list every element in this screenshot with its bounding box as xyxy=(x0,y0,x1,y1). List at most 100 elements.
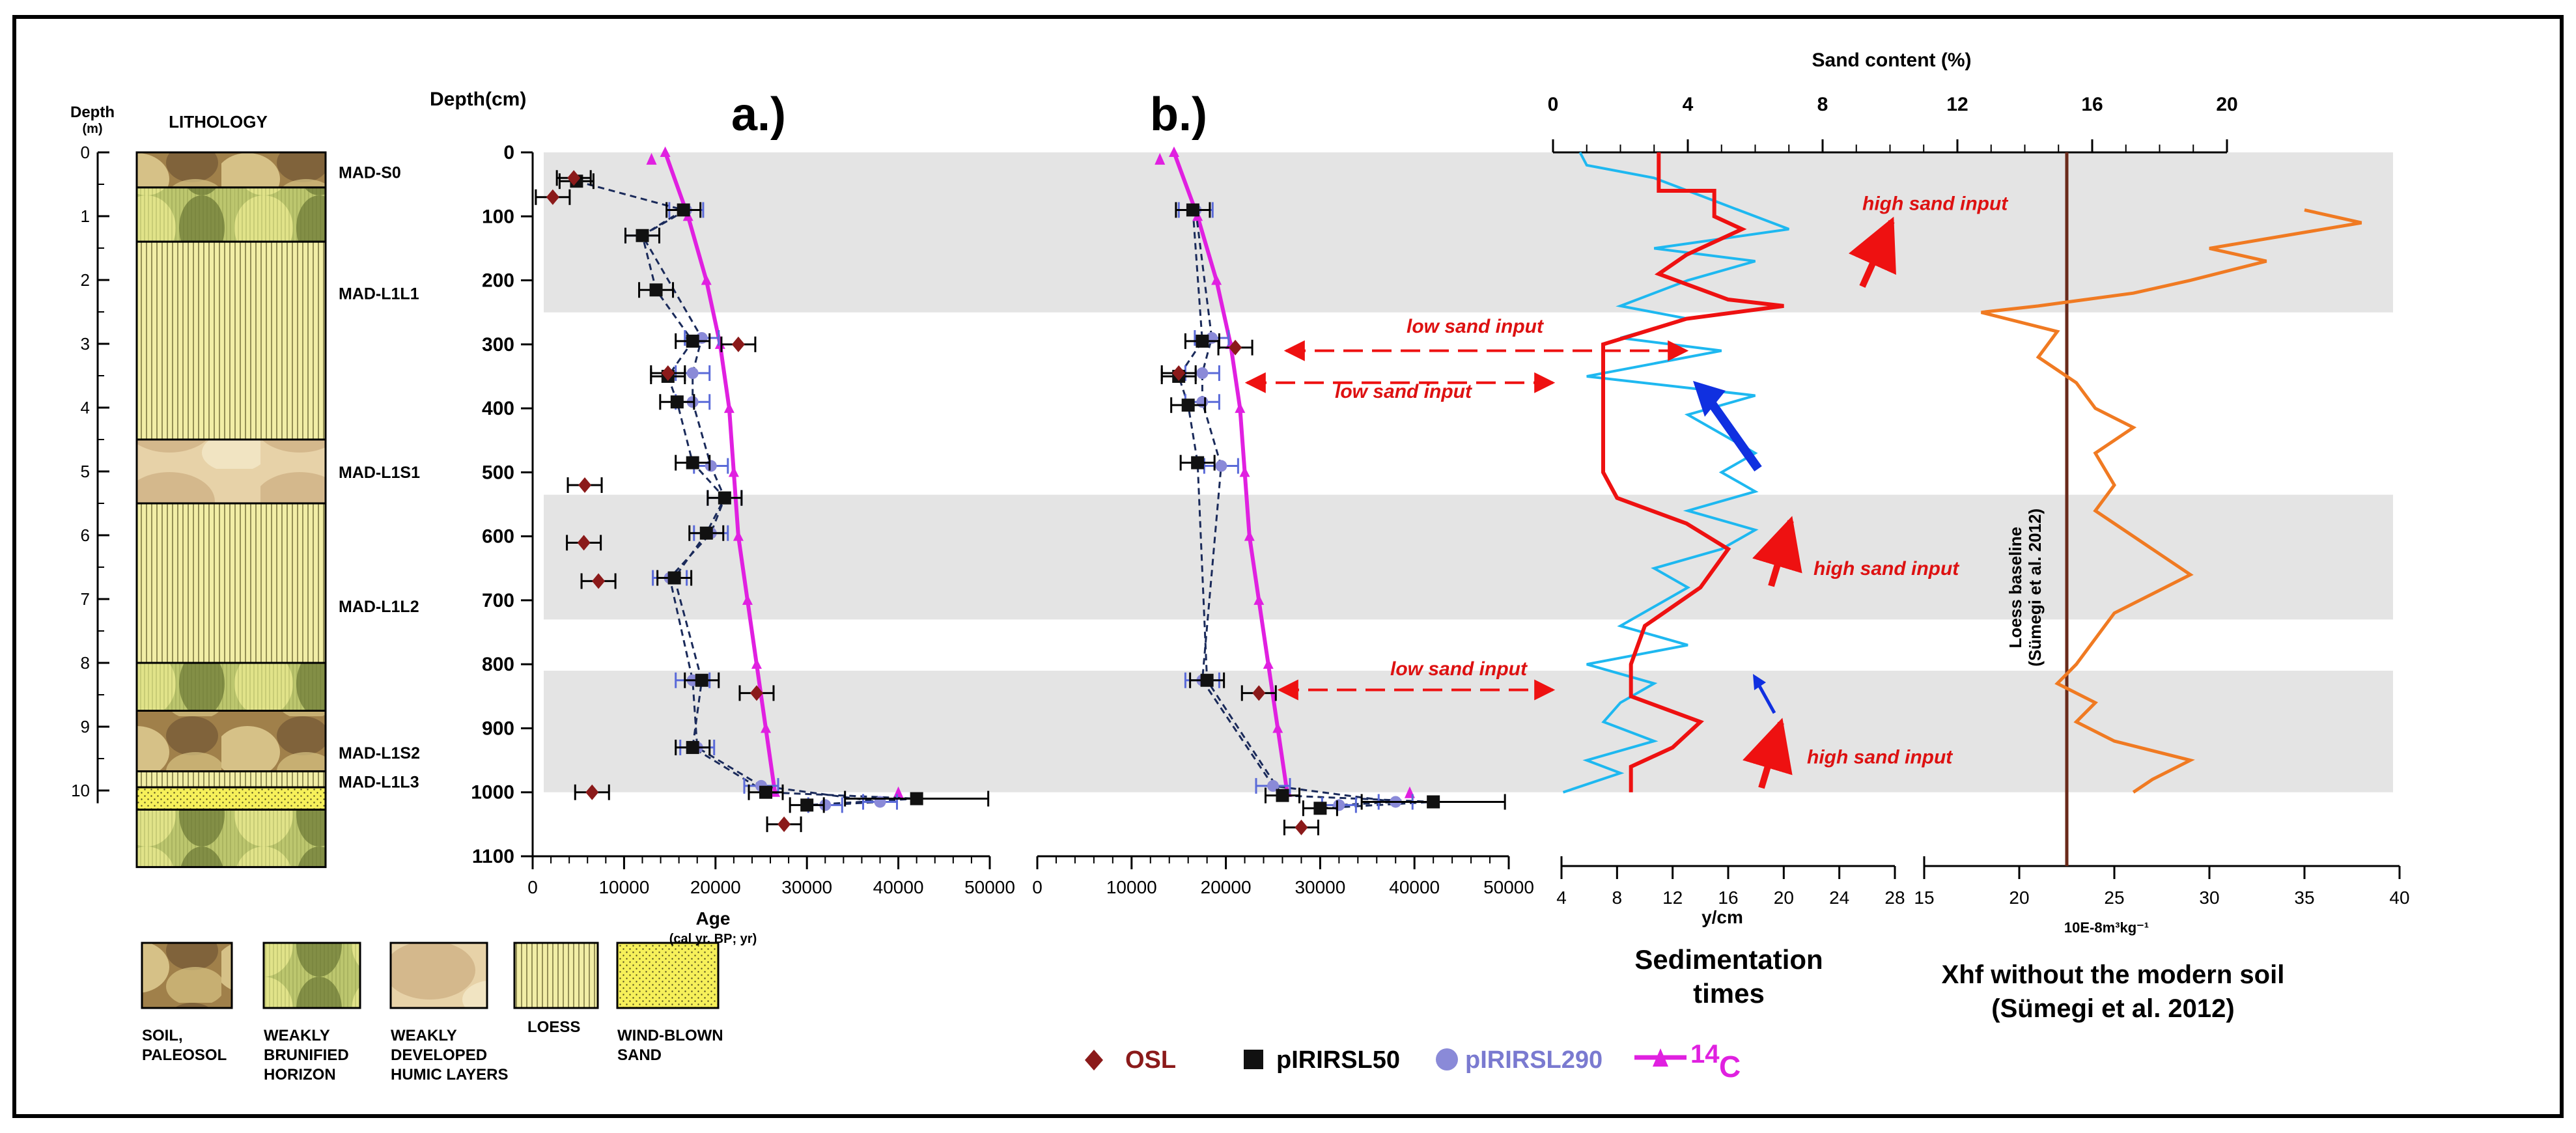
ir50-point xyxy=(1427,795,1440,809)
lithology-unit-label: MAD-L1S2 xyxy=(339,744,420,762)
ir50-point xyxy=(649,283,663,297)
sed-tick-label: 16 xyxy=(1718,888,1738,908)
high-sand-annotation: high sand input xyxy=(1813,558,1960,580)
lithology-unit-label: MAD-L1L3 xyxy=(339,773,419,791)
depth-tick-label: 500 xyxy=(482,462,514,483)
legend-swatch-humic xyxy=(389,942,488,1009)
sed-tick-label: 4 xyxy=(1556,888,1567,908)
legend-label-brunified: WEAKLY xyxy=(264,1027,330,1044)
age-tick-label: 50000 xyxy=(964,877,1015,897)
age-depth-panels: Depth(cm) a.) b.) 0100200300400500600700… xyxy=(430,89,2393,946)
lithology-unit-brunified xyxy=(135,808,327,869)
c14-point xyxy=(733,530,744,541)
lithology-tick-label: 7 xyxy=(81,589,90,609)
lithology-unit-brunified xyxy=(135,186,327,243)
xhf-tick-label: 25 xyxy=(2104,888,2124,908)
ir290-point xyxy=(1215,460,1227,472)
sed-tick-label: 24 xyxy=(1829,888,1849,908)
legend-label-sand: SAND xyxy=(617,1046,662,1064)
depth-tick-label: 400 xyxy=(482,398,514,419)
lithology-unit-loess xyxy=(135,502,327,664)
ir50-point xyxy=(686,456,699,469)
age-tick-label: 40000 xyxy=(873,877,924,897)
legend-osl-marker xyxy=(1085,1050,1103,1070)
legend-label-loess: LOESS xyxy=(527,1018,580,1036)
legend-c14-label-c: C xyxy=(1719,1050,1741,1084)
c14-point xyxy=(1263,658,1274,669)
osl-point xyxy=(661,365,675,382)
lithology-unit-humic xyxy=(135,438,327,505)
osl-point xyxy=(777,816,791,832)
legend-label-humic: WEAKLY xyxy=(391,1027,457,1044)
ir50-point xyxy=(1191,456,1205,469)
sand-tick-label: 0 xyxy=(1548,94,1559,115)
legend-swatch-loess xyxy=(513,942,599,1009)
xhf-unit-label: 10E-8m³kg⁻¹ xyxy=(2064,919,2149,936)
sand-tick-label: 16 xyxy=(2081,94,2103,115)
c14-point xyxy=(751,658,762,669)
lithology-unit-loess xyxy=(135,240,327,441)
age-tick-label: 30000 xyxy=(781,877,832,897)
osl-point xyxy=(1252,685,1266,701)
osl-point xyxy=(1229,339,1242,356)
xhf-title-line2: (Sümegi et al. 2012) xyxy=(1991,994,2234,1023)
lithology-unit-label: MAD-L1L1 xyxy=(339,285,419,303)
high-sand-annotation: high sand input xyxy=(1807,747,1953,768)
age-tick-label: 20000 xyxy=(1201,877,1252,897)
ir50-point xyxy=(759,785,773,799)
depth-unit: (m) xyxy=(82,122,102,136)
c14-point xyxy=(1253,594,1265,605)
lithology-tick-label: 4 xyxy=(81,398,90,417)
ir50-point xyxy=(718,491,731,505)
panel-label-b: b.) xyxy=(1150,89,1207,141)
c14-point xyxy=(1155,152,1166,165)
ir290-point xyxy=(1196,367,1209,380)
ir50-point xyxy=(699,526,713,540)
blue-arrow-head xyxy=(1693,381,1726,417)
xhf-curve-line xyxy=(1980,208,2362,794)
lithology-tick-label: 1 xyxy=(81,206,90,226)
ir50-point xyxy=(686,740,699,754)
red-arrow xyxy=(1752,516,1802,587)
legend-ir290-label: pIRIRSL290 xyxy=(1465,1046,1603,1074)
ir50-point xyxy=(1276,789,1289,802)
c14-point xyxy=(1168,147,1179,157)
low-sand-annotation: low sand input xyxy=(1390,658,1528,680)
lithology-tick-label: 8 xyxy=(81,653,90,673)
ir50-point xyxy=(686,334,699,348)
legend-swatch-brunified xyxy=(262,942,361,1009)
age-tick-label: 10000 xyxy=(1106,877,1157,897)
ir50-dashed-line xyxy=(576,180,917,806)
legend-c14-marker xyxy=(1653,1048,1668,1067)
ir290-point xyxy=(819,799,832,811)
depth-tick-label: 900 xyxy=(482,718,514,739)
osl-point xyxy=(731,336,745,352)
xhf-tick-label: 35 xyxy=(2294,888,2314,908)
age-tick-label: 50000 xyxy=(1483,877,1534,897)
legend-swatch-soil xyxy=(141,942,233,1009)
osl-point xyxy=(578,477,592,494)
ir50-point xyxy=(1186,203,1199,217)
panel-label-a: a.) xyxy=(731,89,786,141)
lithology-unit-soil xyxy=(135,151,327,189)
xhf-tick-label: 20 xyxy=(2009,888,2029,908)
age-axis-subtitle: (cal yr. BP; yr) xyxy=(669,932,757,946)
depth-tick-label: 1100 xyxy=(472,846,514,867)
grey-band xyxy=(544,152,2393,313)
osl-point xyxy=(546,189,559,205)
legend-label-soil: PALEOSOL xyxy=(142,1046,227,1064)
sand-tick-label: 20 xyxy=(2216,94,2237,115)
sed-tick-label: 12 xyxy=(1662,888,1683,908)
lithology-panel: Depth (m) LITHOLOGY MAD-S0 MAD-L1L1 MAD-L1… xyxy=(70,104,420,869)
osl-point xyxy=(585,784,599,800)
age-tick-label: 10000 xyxy=(598,877,649,897)
sed-tick-label: 20 xyxy=(1774,888,1794,908)
age-tick-label: 30000 xyxy=(1295,877,1345,897)
depth-tick-label: 300 xyxy=(482,334,514,356)
depth-tick-label: 100 xyxy=(482,206,514,227)
age-axis-title: Age xyxy=(696,908,731,929)
ir290-point xyxy=(1267,779,1279,792)
ir290-point xyxy=(686,367,699,380)
lithology-legend: SOIL, PALEOSOL WEAKLY BRUNIFIED HORIZON WEAKL… xyxy=(141,942,723,1084)
c14-point xyxy=(761,722,772,733)
